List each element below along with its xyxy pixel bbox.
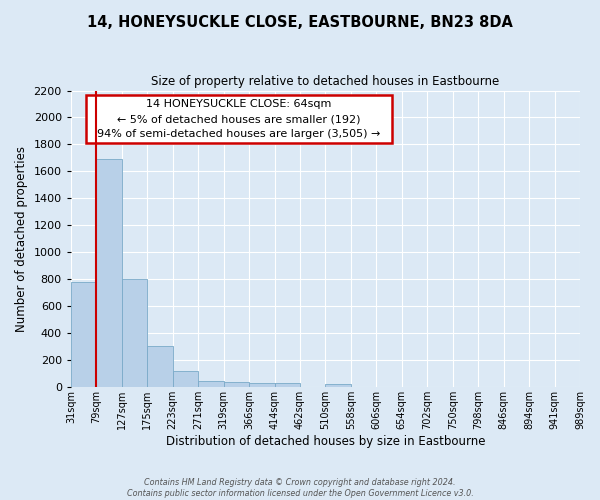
Bar xyxy=(275,384,300,387)
Bar xyxy=(198,382,224,387)
Bar xyxy=(249,383,275,387)
Bar xyxy=(96,159,122,387)
Bar xyxy=(122,279,147,387)
Bar xyxy=(173,372,198,387)
Bar xyxy=(71,282,96,387)
Text: 14, HONEYSUCKLE CLOSE, EASTBOURNE, BN23 8DA: 14, HONEYSUCKLE CLOSE, EASTBOURNE, BN23 … xyxy=(87,15,513,30)
Text: 14 HONEYSUCKLE CLOSE: 64sqm  
  ← 5% of detached houses are smaller (192)  
  94: 14 HONEYSUCKLE CLOSE: 64sqm ← 5% of deta… xyxy=(90,100,388,139)
X-axis label: Distribution of detached houses by size in Eastbourne: Distribution of detached houses by size … xyxy=(166,434,485,448)
Bar xyxy=(224,382,249,387)
Title: Size of property relative to detached houses in Eastbourne: Size of property relative to detached ho… xyxy=(151,75,500,88)
Y-axis label: Number of detached properties: Number of detached properties xyxy=(15,146,28,332)
Text: Contains HM Land Registry data © Crown copyright and database right 2024.
Contai: Contains HM Land Registry data © Crown c… xyxy=(127,478,473,498)
Bar xyxy=(325,384,351,387)
Bar xyxy=(147,346,173,387)
